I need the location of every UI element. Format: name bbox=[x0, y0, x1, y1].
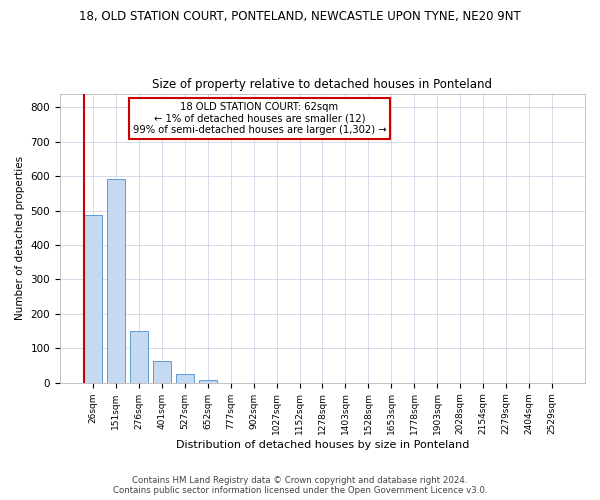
Text: Contains HM Land Registry data © Crown copyright and database right 2024.
Contai: Contains HM Land Registry data © Crown c… bbox=[113, 476, 487, 495]
Y-axis label: Number of detached properties: Number of detached properties bbox=[15, 156, 25, 320]
Bar bbox=[176, 374, 194, 382]
Bar bbox=[84, 215, 102, 382]
Bar bbox=[107, 179, 125, 382]
Text: 18 OLD STATION COURT: 62sqm
← 1% of detached houses are smaller (12)
99% of semi: 18 OLD STATION COURT: 62sqm ← 1% of deta… bbox=[133, 102, 386, 136]
Bar bbox=[199, 380, 217, 382]
Text: 18, OLD STATION COURT, PONTELAND, NEWCASTLE UPON TYNE, NE20 9NT: 18, OLD STATION COURT, PONTELAND, NEWCAS… bbox=[79, 10, 521, 23]
Bar bbox=[130, 331, 148, 382]
Bar bbox=[152, 362, 171, 382]
X-axis label: Distribution of detached houses by size in Ponteland: Distribution of detached houses by size … bbox=[176, 440, 469, 450]
Title: Size of property relative to detached houses in Ponteland: Size of property relative to detached ho… bbox=[152, 78, 493, 91]
